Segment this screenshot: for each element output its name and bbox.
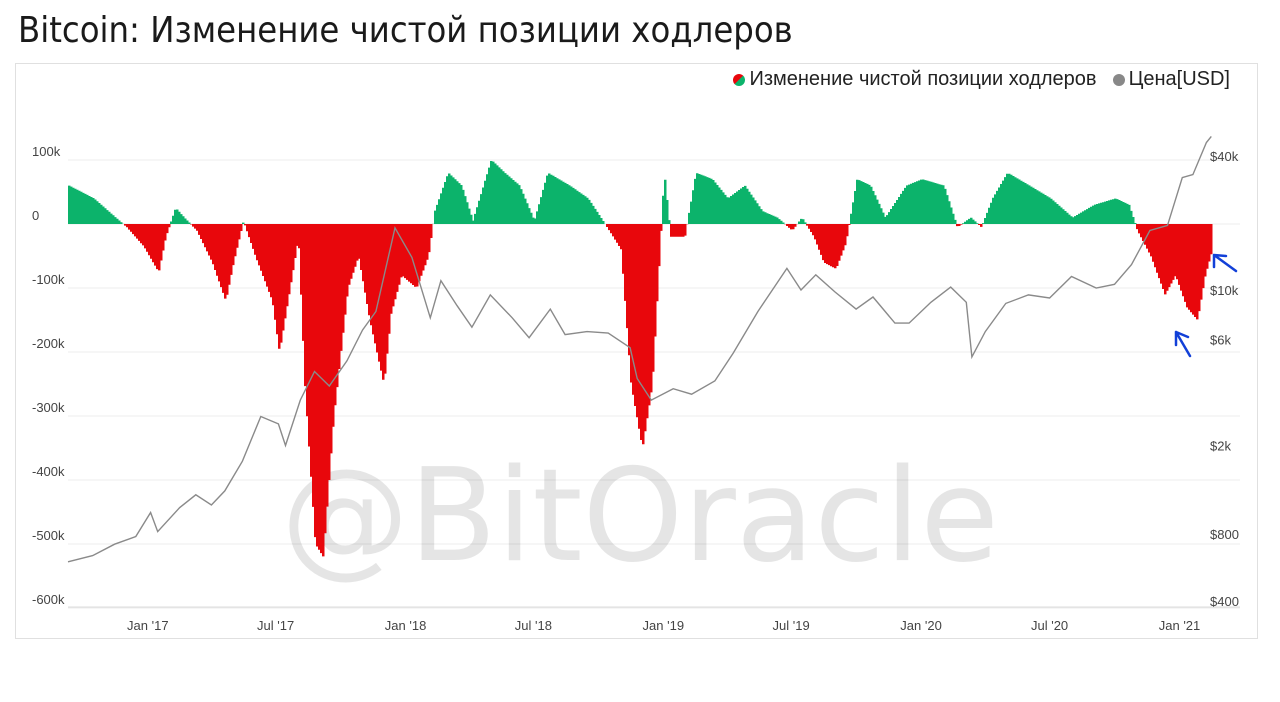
y-right-tick-label: $6k [1210,332,1231,347]
x-tick-label: Jan '19 [643,618,685,633]
y-left-tick-label: -500k [32,528,65,543]
y-right-tick-label: $2k [1210,438,1231,453]
x-tick-label: Jul '19 [773,618,810,633]
holders-area-negative [124,224,1213,557]
y-left-tick-label: -100k [32,272,65,287]
y-right-tick-label: $800 [1210,527,1239,542]
y-left-tick-label: -400k [32,464,65,479]
legend-item-price[interactable]: Цена[USD] [1112,68,1230,91]
y-right-tick-label: $10k [1210,283,1239,298]
y-axis-right: $40k $10k $6k $2k $800 $400 [1210,149,1239,609]
y-left-tick-label: -200k [32,336,65,351]
chart-title: Bitcoin: Изменение чистой позиции ходлер… [18,10,793,51]
y-right-tick-label: $400 [1210,594,1239,609]
annotation-arrow-lower [1174,330,1192,358]
y-left-tick-label: 0 [32,208,39,223]
x-tick-label: Jan '17 [127,618,169,633]
y-axis-left: 100k 0 -100k -200k -300k -400k -500k -600k [32,144,65,607]
chart-legend: Изменение чистой позиции ходлеров Цена[U… [733,68,1230,91]
watermark-text: @BitOracle [281,442,999,591]
y-left-tick-label: -600k [32,592,65,607]
y-left-tick-label: -300k [32,400,65,415]
y-left-tick-label: 100k [32,144,61,159]
price-line [67,135,1212,563]
watermark-layer: @BitOracle [281,442,999,591]
x-tick-label: Jul '20 [1031,618,1068,633]
x-axis: Jan '17 Jul '17 Jan '18 Jul '18 Jan '19 Jul '… [127,618,1200,633]
price-line-series [67,135,1212,563]
x-tick-label: Jul '18 [515,618,552,633]
x-tick-label: Jul '17 [257,618,294,633]
legend-marker-price [1112,73,1125,86]
x-tick-label: Jan '20 [900,618,942,633]
annotation-arrow-upper [1212,253,1238,273]
legend-label-holders: Изменение чистой позиции ходлеров [749,68,1097,90]
legend-marker-holders [733,73,746,86]
y-right-tick-label: $40k [1210,149,1239,164]
annotation-arrows [1174,253,1238,358]
x-tick-label: Jan '18 [385,618,427,633]
legend-item-holders[interactable]: Изменение чистой позиции ходлеров [733,68,1097,91]
legend-label-price: Цена[USD] [1128,68,1230,90]
holders-area-series [68,161,1213,557]
x-tick-label: Jan '21 [1159,618,1201,633]
holders-area-positive [68,161,1137,224]
chart-frame [15,63,1258,639]
